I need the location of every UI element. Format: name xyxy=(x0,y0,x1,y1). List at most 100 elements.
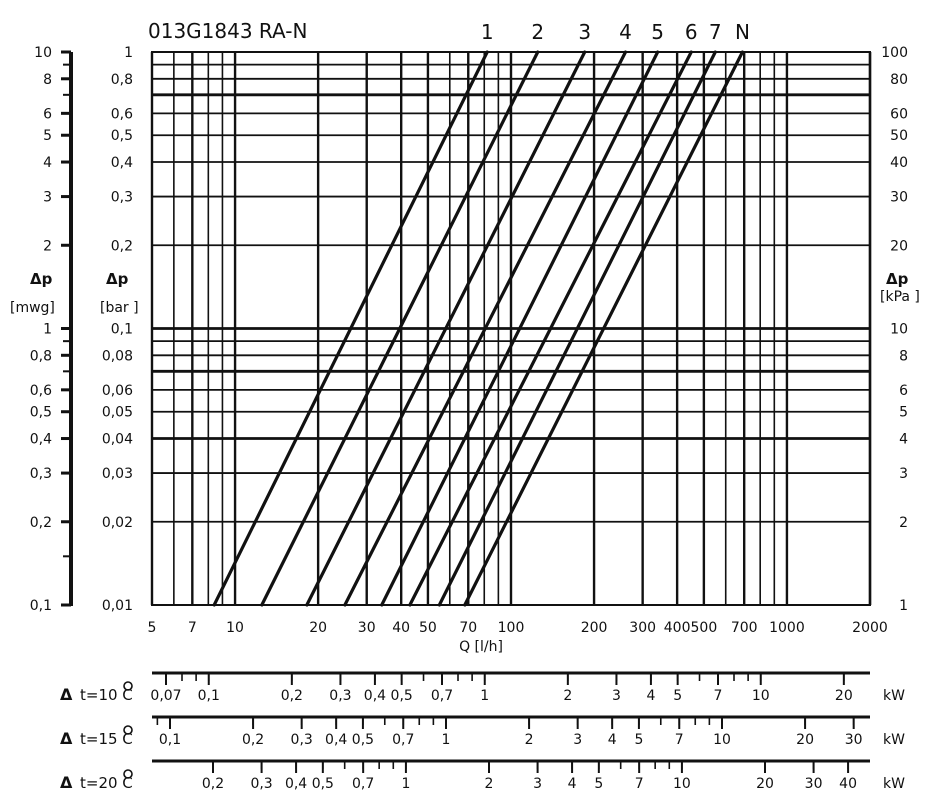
mwg-tick-label: 0,5 xyxy=(30,405,52,421)
power-tick-label: 0,7 xyxy=(352,776,374,792)
power-tick-label: 2 xyxy=(525,732,534,748)
series-label-4: 4 xyxy=(619,20,632,44)
power-tick-label: 10 xyxy=(713,732,731,748)
kpa-axis-symbol: Δp xyxy=(886,270,909,288)
kpa-axis-unit: [kPa ] xyxy=(880,289,920,305)
x-tick-label: 7 xyxy=(188,620,197,636)
x-tick-label: 200 xyxy=(581,620,608,636)
bar-tick-label: 0,04 xyxy=(102,432,133,448)
power-tick-label: 0,7 xyxy=(431,688,453,704)
power-tick-label: 5 xyxy=(594,776,603,792)
x-axis-label: Q [l/h] xyxy=(459,639,503,655)
series-label-6: 6 xyxy=(685,20,698,44)
power-tick-label: 0,4 xyxy=(325,732,347,748)
power-tick-label: 4 xyxy=(646,688,655,704)
power-scale-row: 0,1 0,2 0,3 0,4 0,5 0,7 1 2 3 4 5 7 10 20 30 Δ t=15 C kW xyxy=(60,715,905,748)
mwg-tick-label: 6 xyxy=(43,106,52,122)
mwg-axis-unit: [mwg] xyxy=(10,300,55,316)
series-label-5: 5 xyxy=(651,20,664,44)
power-tick-label: 0,7 xyxy=(392,732,414,748)
power-tick-label: 10 xyxy=(673,776,691,792)
power-tick-label: 0,07 xyxy=(150,688,181,704)
delta-symbol: Δ xyxy=(60,773,73,792)
power-tick-label: 0,2 xyxy=(202,776,224,792)
kpa-axis-ticks: 100 80 60 50 40 30 20 10 8 6 5 4 3 2 1 xyxy=(881,45,908,614)
power-tick-label: 7 xyxy=(714,688,723,704)
power-tick-label: 3 xyxy=(533,776,542,792)
mwg-tick-label: 4 xyxy=(43,155,52,171)
power-tick-label: 0,5 xyxy=(352,732,374,748)
x-tick-label: 20 xyxy=(309,620,327,636)
power-tick-label: 0,3 xyxy=(329,688,351,704)
mwg-tick-label: 0,2 xyxy=(30,515,52,531)
grid xyxy=(150,51,872,606)
mwg-tick-label: 10 xyxy=(34,45,52,61)
power-tick-label: 20 xyxy=(796,732,814,748)
power-unit: kW xyxy=(883,732,905,748)
kpa-tick-label: 3 xyxy=(899,466,908,482)
mwg-tick-label: 0,1 xyxy=(30,598,52,614)
power-tick-label: 0,2 xyxy=(242,732,264,748)
x-tick-label: 100 xyxy=(498,620,525,636)
power-tick-label: 3 xyxy=(573,732,582,748)
power-tick-label: 7 xyxy=(675,732,684,748)
power-tick-label: 5 xyxy=(634,732,643,748)
degree-icon xyxy=(123,769,133,779)
x-tick-label: 400 xyxy=(664,620,691,636)
mwg-axis-symbol: Δp xyxy=(30,270,53,288)
kpa-tick-label: 2 xyxy=(899,515,908,531)
mwg-tick-label: 0,6 xyxy=(30,383,52,399)
series-line-N xyxy=(463,50,745,607)
series-line-7 xyxy=(437,50,717,607)
power-tick-label: 7 xyxy=(635,776,644,792)
series-line-5 xyxy=(380,50,660,607)
delta-symbol: Δ xyxy=(60,685,73,704)
power-scale-row: 0,2 0,3 0,4 0,5 0,7 1 2 3 4 5 7 10 20 30 40 Δ t=20 C kW xyxy=(60,759,905,792)
power-tick-label: 1 xyxy=(442,732,451,748)
x-tick-label: 500 xyxy=(691,620,718,636)
mwg-axis-ticks: 10 8 6 5 4 3 2 1 0,8 0,6 0,5 0,4 0,3 0,2 0,1 xyxy=(30,45,71,614)
x-tick-label: 5 xyxy=(148,620,157,636)
bar-tick-label: 0,2 xyxy=(111,238,133,254)
degree-icon xyxy=(123,725,133,735)
power-tick-label: 3 xyxy=(612,688,621,704)
kpa-tick-label: 1 xyxy=(899,598,908,614)
power-scale-label: t=20 C xyxy=(80,774,133,792)
plot-frame xyxy=(151,51,871,606)
power-tick-label: 5 xyxy=(673,688,682,704)
power-scale-label: t=15 C xyxy=(80,730,133,748)
power-tick-label: 30 xyxy=(845,732,863,748)
series-line-2 xyxy=(260,50,540,607)
x-tick-label: 1000 xyxy=(769,620,805,636)
x-tick-label: 700 xyxy=(731,620,758,636)
mwg-tick-label: 1 xyxy=(43,322,52,338)
power-tick-label: 1 xyxy=(480,688,489,704)
mwg-tick-label: 0,8 xyxy=(30,348,52,364)
power-tick-label: 10 xyxy=(752,688,770,704)
bar-tick-label: 0,08 xyxy=(102,348,133,364)
kpa-tick-label: 4 xyxy=(899,432,908,448)
power-tick-label: 1 xyxy=(401,776,410,792)
series-line-3 xyxy=(305,50,587,607)
mwg-tick-label: 2 xyxy=(43,238,52,254)
x-tick-label: 2000 xyxy=(852,620,888,636)
bar-axis-unit: [bar ] xyxy=(100,300,139,316)
power-tick-label: 2 xyxy=(563,688,572,704)
bar-tick-label: 0,03 xyxy=(102,466,133,482)
bar-tick-label: 0,6 xyxy=(111,106,133,122)
series-line-1 xyxy=(212,50,489,607)
power-tick-label: 0,1 xyxy=(159,732,181,748)
kpa-tick-label: 60 xyxy=(890,106,908,122)
power-tick-label: 40 xyxy=(839,776,857,792)
series-label-N: N xyxy=(735,20,750,44)
chart-title: 013G1843 RA-N xyxy=(148,19,307,43)
power-tick-label: 0,1 xyxy=(198,688,220,704)
mwg-tick-label: 0,4 xyxy=(30,432,52,448)
kpa-tick-label: 30 xyxy=(890,190,908,206)
power-tick-label: 0,5 xyxy=(312,776,334,792)
mwg-tick-label: 5 xyxy=(43,128,52,144)
power-unit: kW xyxy=(883,688,905,704)
x-axis-ticks: 5 7 10 20 30 40 50 70 100 200 300 400 500 700 1000 2000 xyxy=(148,620,888,636)
series-label-3: 3 xyxy=(578,20,591,44)
